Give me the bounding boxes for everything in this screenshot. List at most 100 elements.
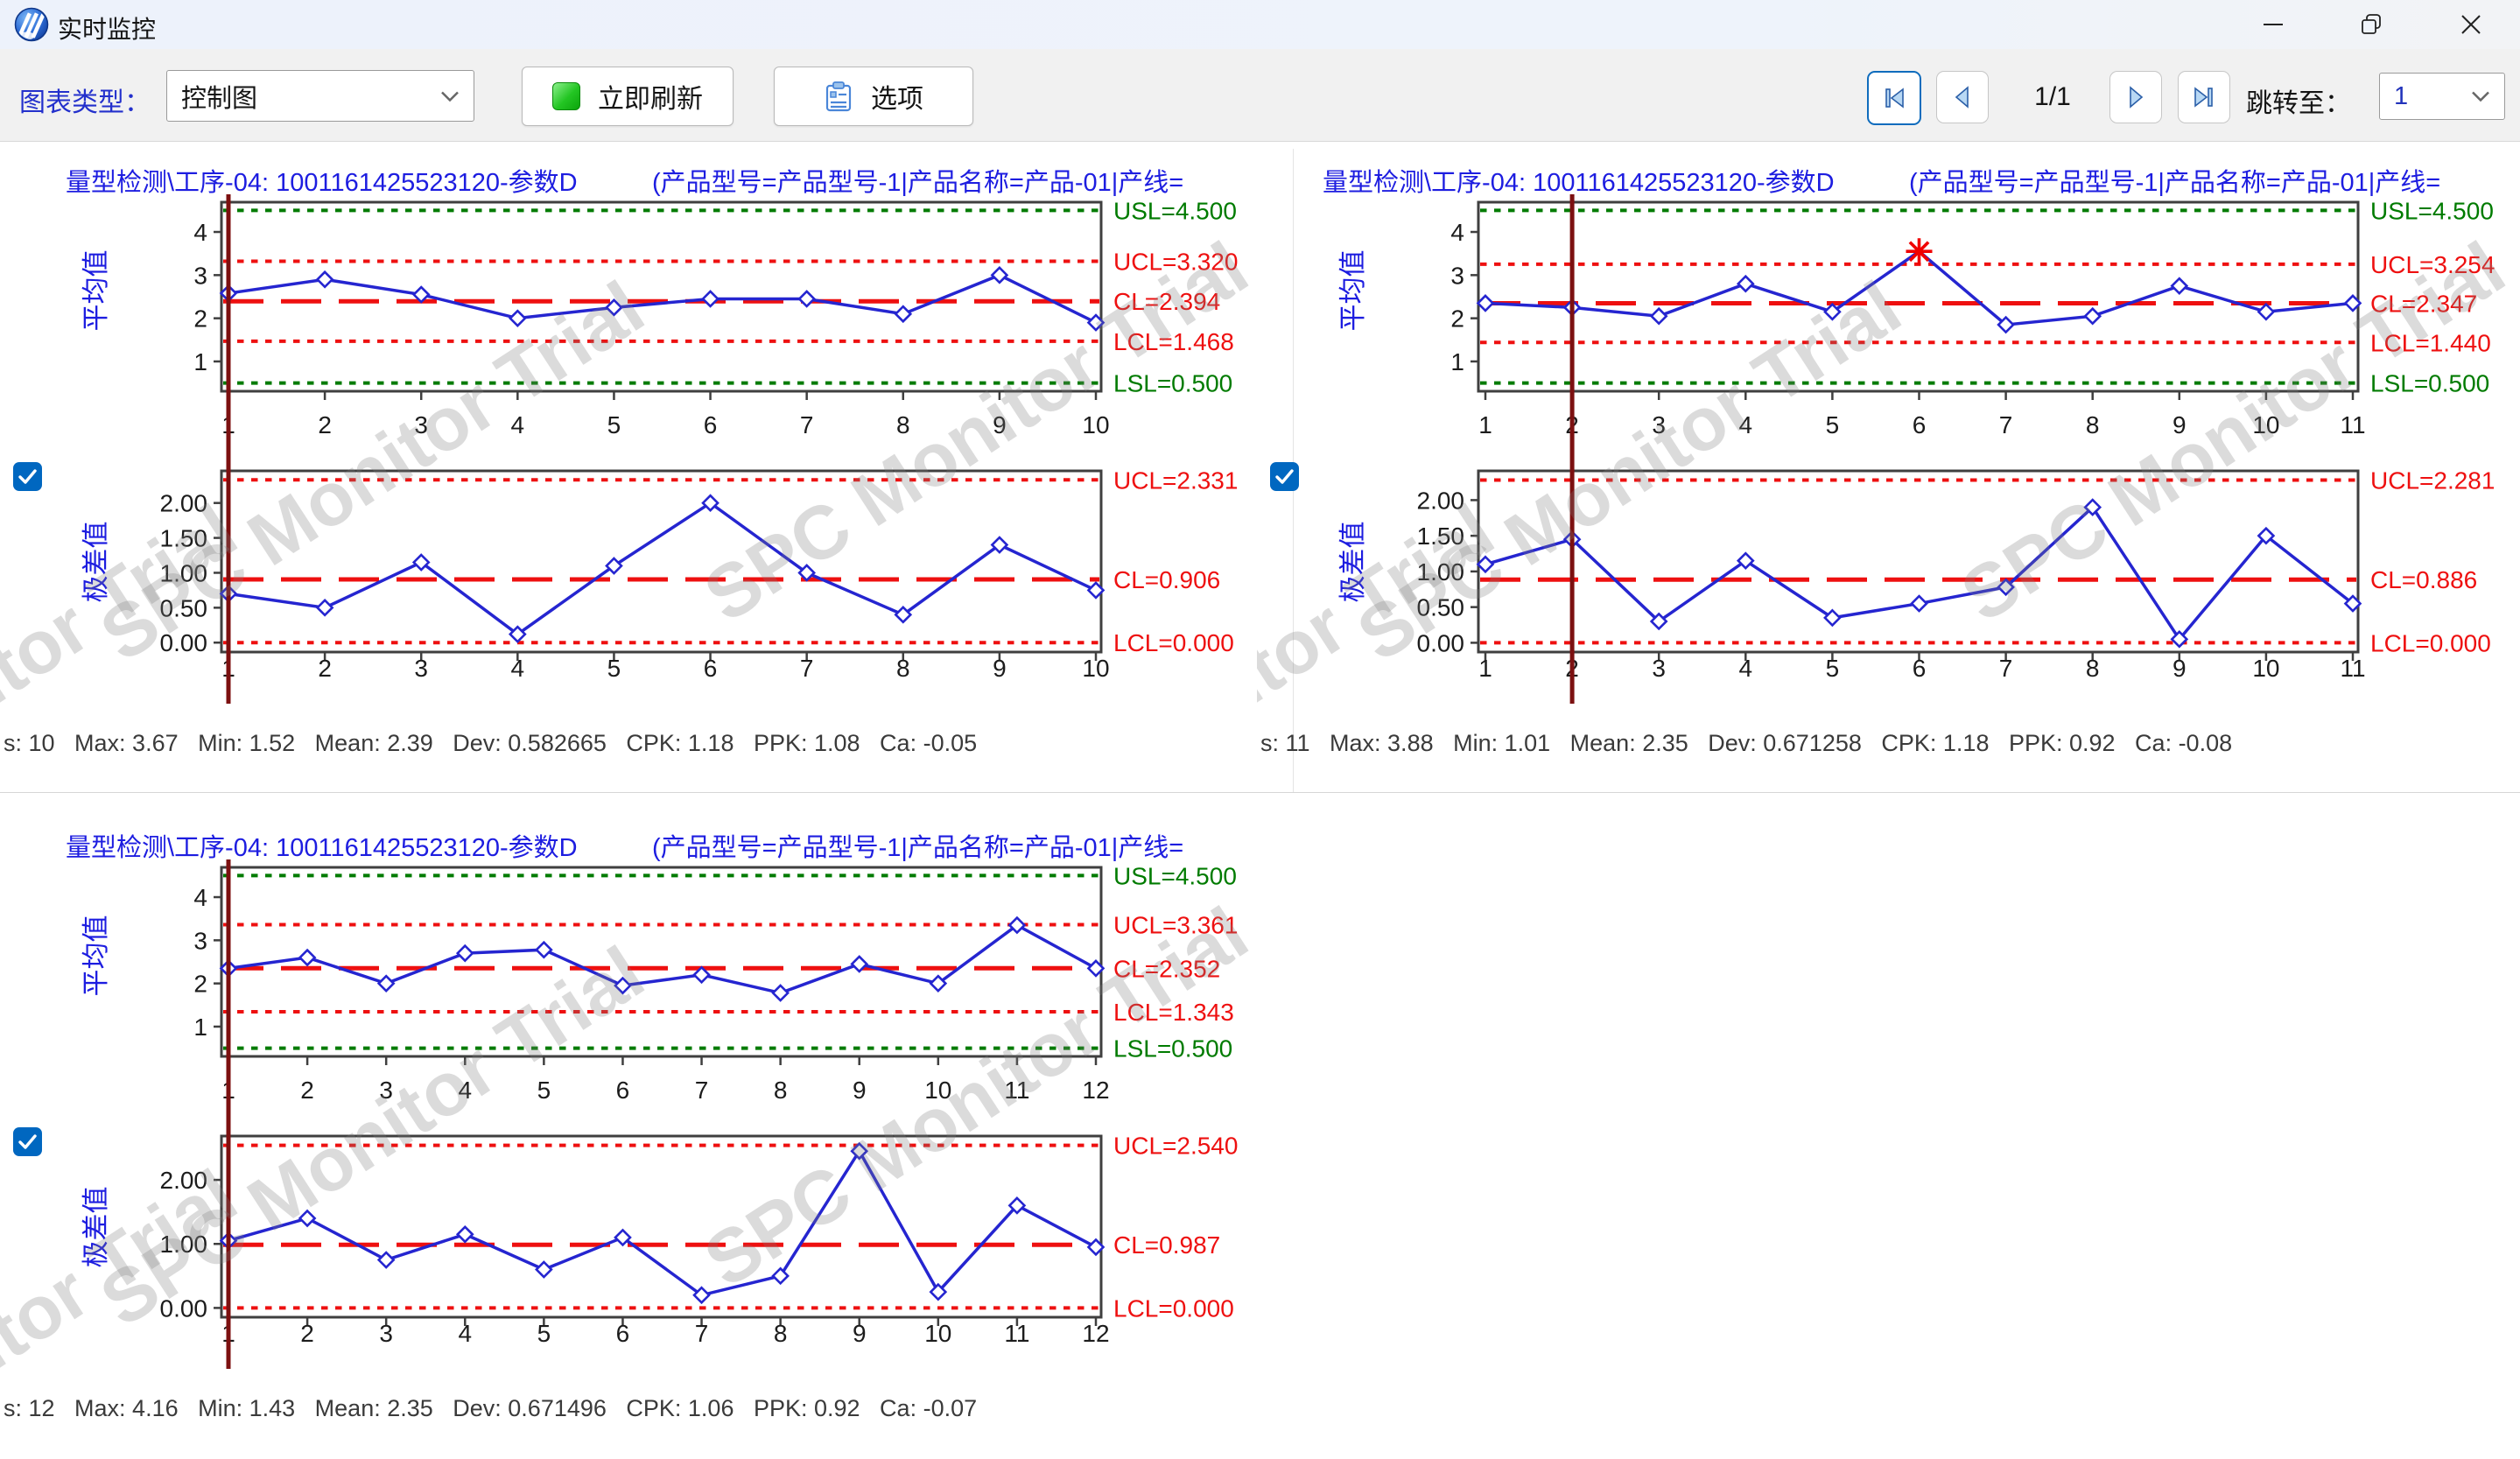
chart-canvas[interactable]: 4321123456789101112USL=4.500UCL=3.361CL=… bbox=[0, 814, 1293, 1459]
window-controls bbox=[2223, 0, 2520, 49]
options-clipboard-icon bbox=[825, 81, 852, 112]
data-point-marker bbox=[1007, 915, 1027, 935]
data-point-marker bbox=[2170, 277, 2189, 296]
data-point-marker bbox=[605, 298, 623, 317]
plot-border bbox=[1477, 200, 2360, 393]
y-tick-label: 3 bbox=[1450, 262, 1464, 289]
limit-label: LCL=0.000 bbox=[1113, 629, 1234, 656]
x-tick-label: 10 bbox=[1082, 411, 1109, 438]
x-tick-label: 9 bbox=[2173, 655, 2187, 682]
window-title: 实时监控 bbox=[58, 16, 157, 43]
first-page-icon bbox=[1885, 88, 1904, 109]
chart-type-value: 控制图 bbox=[181, 84, 258, 113]
data-point-marker bbox=[298, 948, 317, 967]
chart-type-label: 图表类型： bbox=[19, 88, 151, 117]
limit-label: LSL=0.500 bbox=[1113, 1035, 1232, 1063]
x-tick-label: 10 bbox=[924, 1320, 951, 1347]
plot-border bbox=[220, 1134, 1103, 1319]
data-point-marker bbox=[771, 984, 790, 1002]
chart-title: 量型检测\工序-04: 1001161425523120-参数D bbox=[66, 169, 578, 197]
x-tick-label: 7 bbox=[695, 1320, 709, 1347]
y-tick-label: 0.00 bbox=[1417, 629, 1465, 656]
data-point-marker bbox=[376, 1251, 396, 1269]
first-page-button[interactable] bbox=[1867, 71, 1921, 125]
next-page-button[interactable] bbox=[2109, 71, 2162, 123]
data-point-marker bbox=[1997, 315, 2015, 334]
x-tick-label: 9 bbox=[853, 1077, 867, 1104]
panel-checkbox[interactable] bbox=[13, 1127, 42, 1156]
data-point-marker bbox=[1736, 274, 1755, 293]
stats-line: s: 10 Max: 3.67 Min: 1.52 Mean: 2.39 Dev… bbox=[4, 730, 978, 756]
chart-title-info: (产品型号=产品型号-1|产品名称=产品-01|产线= bbox=[652, 169, 1184, 197]
y-tick-label: 3 bbox=[193, 927, 207, 954]
x-tick-label: 4 bbox=[1739, 411, 1753, 438]
minimize-button[interactable] bbox=[2223, 0, 2322, 49]
limit-label: USL=4.500 bbox=[2370, 197, 2494, 224]
page-indicator: 1/1 bbox=[2034, 82, 2071, 111]
x-tick-label: 1 bbox=[1478, 411, 1492, 438]
x-tick-label: 8 bbox=[896, 655, 910, 682]
last-page-button[interactable] bbox=[2178, 71, 2230, 123]
y-tick-label: 1.50 bbox=[1417, 523, 1465, 550]
last-page-icon bbox=[2194, 87, 2213, 108]
chart-title-info: (产品型号=产品型号-1|产品名称=产品-01|产线= bbox=[652, 834, 1184, 862]
titlebar[interactable]: 实时监控 bbox=[0, 0, 2520, 49]
y-tick-label: 1.00 bbox=[160, 1231, 208, 1258]
jump-to-select[interactable]: 1 bbox=[2379, 73, 2505, 120]
data-point-marker bbox=[1007, 1196, 1027, 1215]
data-point-marker bbox=[990, 536, 1009, 554]
x-tick-label: 10 bbox=[2252, 411, 2279, 438]
refresh-now-label: 立即刷新 bbox=[598, 85, 703, 114]
x-tick-label: 2 bbox=[300, 1320, 314, 1347]
check-icon bbox=[18, 469, 37, 484]
y-tick-label: 1.00 bbox=[1417, 558, 1465, 586]
data-point-marker bbox=[1086, 581, 1106, 600]
chart-canvas[interactable]: 43211234567891011USL=4.500UCL=3.254CL=2.… bbox=[1257, 149, 2520, 794]
x-tick-label: 6 bbox=[616, 1320, 630, 1347]
x-tick-label: 3 bbox=[379, 1077, 393, 1104]
x-tick-label: 10 bbox=[924, 1077, 951, 1104]
previous-page-button[interactable] bbox=[1936, 71, 1989, 123]
x-tick-label: 5 bbox=[607, 411, 621, 438]
x-tick-label: 9 bbox=[2173, 411, 2187, 438]
panel-checkbox[interactable] bbox=[1270, 462, 1299, 491]
jump-to-label: 跳转至： bbox=[2246, 89, 2351, 118]
data-point-marker bbox=[2257, 526, 2276, 545]
panel-checkbox[interactable] bbox=[13, 462, 42, 491]
x-tick-label: 7 bbox=[695, 1077, 709, 1104]
data-point-marker bbox=[1649, 306, 1668, 326]
data-point-marker bbox=[2170, 629, 2189, 649]
chart-type-select[interactable]: 控制图 bbox=[166, 70, 474, 122]
x-tick-label: 11 bbox=[1004, 1077, 1029, 1104]
chevron-down-icon bbox=[2472, 91, 2489, 102]
previous-page-icon bbox=[1955, 86, 1969, 109]
data-point-marker bbox=[894, 305, 913, 324]
options-button[interactable]: 选项 bbox=[774, 67, 973, 126]
app-logo-icon bbox=[14, 7, 49, 42]
chart-canvas[interactable]: 432112345678910USL=4.500UCL=3.320CL=2.39… bbox=[0, 149, 1293, 794]
limit-label: LCL=1.343 bbox=[1113, 999, 1234, 1026]
options-label: 选项 bbox=[871, 85, 923, 114]
chevron-down-icon bbox=[441, 91, 459, 102]
x-tick-label: 11 bbox=[2340, 655, 2365, 682]
data-point-marker bbox=[1476, 555, 1495, 574]
restore-icon bbox=[2361, 14, 2381, 34]
control-chart-svg: 43211234567891011USL=4.500UCL=3.254CL=2.… bbox=[1417, 194, 2495, 704]
limit-label: CL=0.886 bbox=[2370, 566, 2477, 593]
data-point-marker bbox=[692, 1286, 711, 1305]
close-button[interactable] bbox=[2421, 0, 2520, 49]
y-tick-label: 2 bbox=[193, 305, 207, 333]
x-tick-label: 2 bbox=[318, 411, 332, 438]
data-point-marker bbox=[535, 940, 553, 959]
plot-border bbox=[220, 469, 1103, 654]
x-tick-label: 11 bbox=[2340, 411, 2365, 438]
control-chart-panel-1: 量型检测\工序-04: 1001161425523120-参数D (产品型号=产… bbox=[0, 149, 1293, 794]
restore-button[interactable] bbox=[2322, 0, 2421, 49]
refresh-now-button[interactable]: 立即刷新 bbox=[522, 67, 734, 126]
limit-label: CL=0.906 bbox=[1113, 566, 1220, 593]
limit-label: LCL=0.000 bbox=[2370, 629, 2491, 656]
toolbar: 图表类型： 控制图 立即刷新 选项 bbox=[0, 49, 2520, 142]
data-point-marker bbox=[1086, 959, 1106, 978]
limit-label: UCL=3.320 bbox=[1113, 249, 1238, 276]
